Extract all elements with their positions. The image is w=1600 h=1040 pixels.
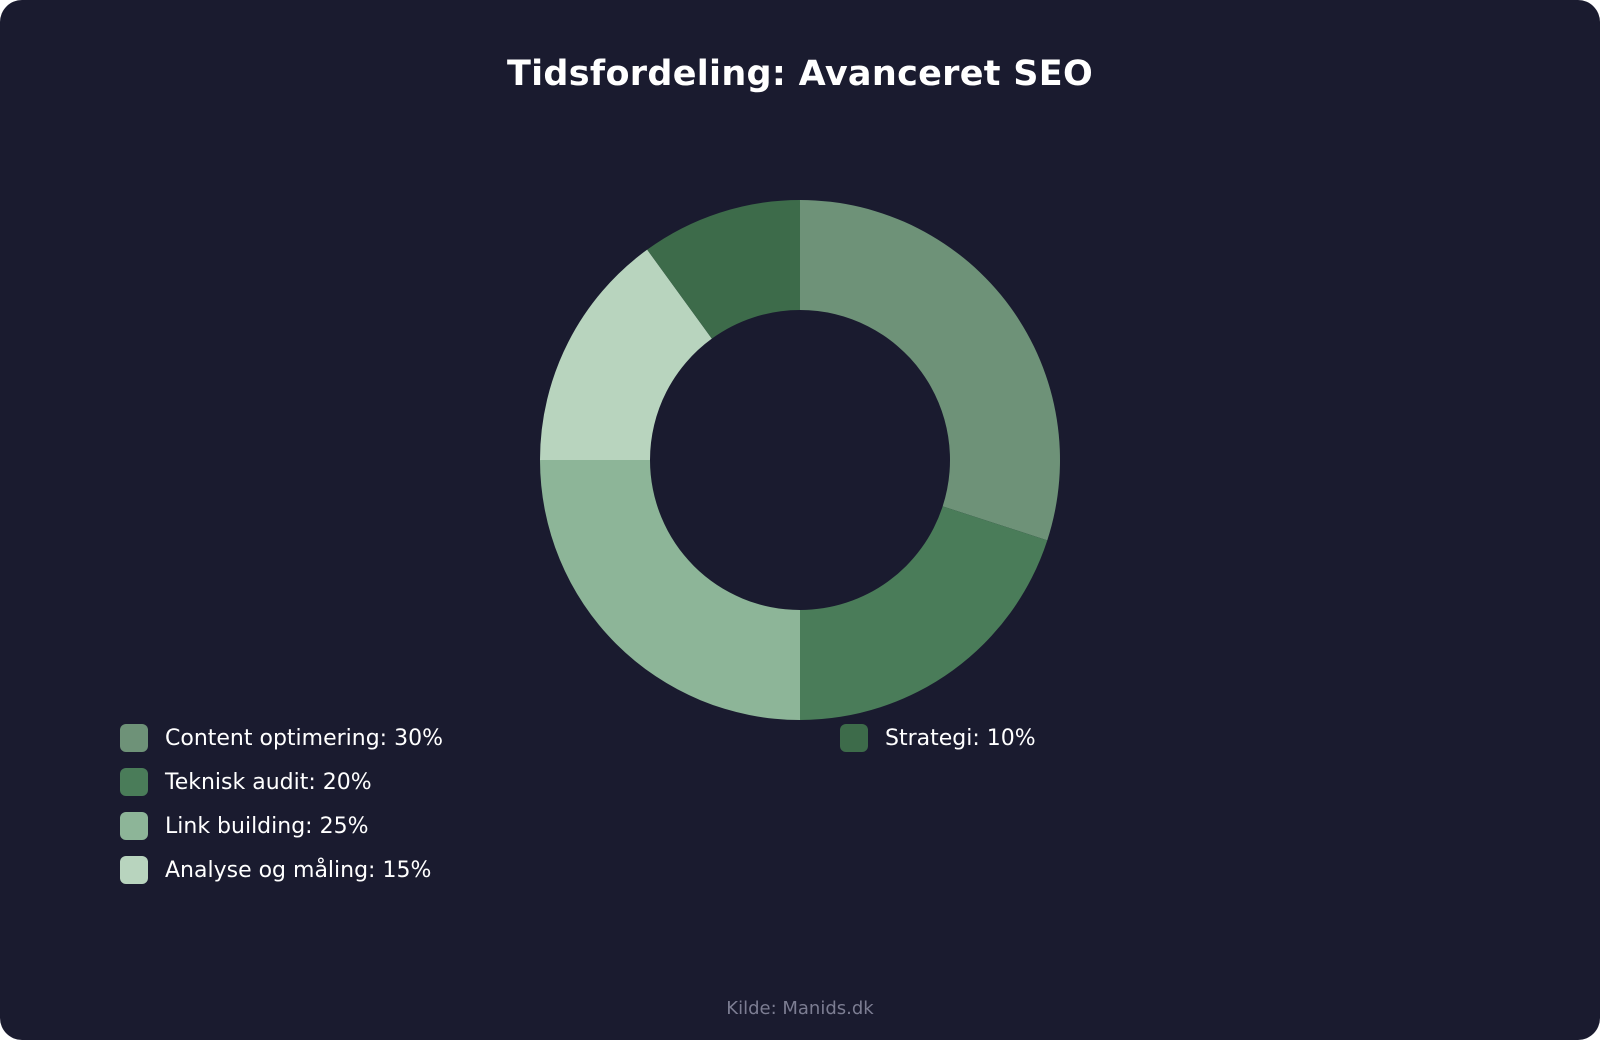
legend-item[interactable]: Analyse og måling: 15% — [120, 855, 431, 885]
donut-slice-link-building[interactable] — [540, 460, 800, 720]
legend-swatch — [120, 724, 148, 752]
legend-swatch — [120, 856, 148, 884]
legend-label: Analyse og måling: 15% — [165, 857, 432, 883]
legend-label: Teknisk audit: 20% — [165, 769, 372, 795]
legend-label: Link building: 25% — [165, 813, 369, 839]
legend-item[interactable]: Teknisk audit: 20% — [120, 767, 372, 797]
legend-item[interactable]: Strategi: 10% — [840, 723, 1036, 753]
legend-swatch — [120, 768, 148, 796]
donut-slice-teknisk-audit[interactable] — [800, 506, 1048, 720]
legend-item[interactable]: Link building: 25% — [120, 811, 368, 841]
legend-swatch — [120, 812, 148, 840]
donut-slice-strategi[interactable] — [647, 200, 800, 339]
chart-legend: Content optimering: 30% Teknisk audit: 20… — [120, 724, 1520, 938]
donut-slice-content-optimering[interactable] — [800, 200, 1060, 541]
legend-label: Strategi: 10% — [885, 725, 1036, 751]
source-credit: Kilde: Manids.dk — [726, 998, 874, 1019]
legend-label: Content optimering: 30% — [165, 725, 443, 751]
donut-slice-analyse-og-måling[interactable] — [540, 249, 712, 460]
legend-swatch — [840, 724, 868, 752]
chart-title: Tidsfordeling: Avanceret SEO — [506, 54, 1094, 94]
legend-item[interactable]: Content optimering: 30% — [120, 723, 443, 753]
